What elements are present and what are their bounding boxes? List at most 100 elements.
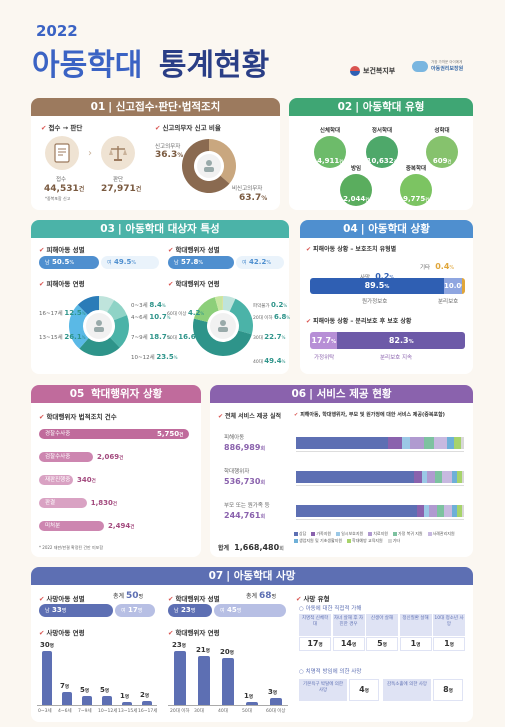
vertical-bar xyxy=(122,702,132,705)
header-title: 아동학대 통계현황 xyxy=(32,40,269,84)
service-segment xyxy=(388,437,402,449)
donut-slice xyxy=(193,297,219,323)
legal-action-value: 340건 xyxy=(77,476,96,484)
abuse-type-value: 10,632건 xyxy=(366,157,398,165)
bar-value-label: 23명 xyxy=(172,641,186,649)
ab-sex-sub: ✔ 학대행위자 성별 xyxy=(168,595,220,603)
vertical-bar xyxy=(42,651,52,705)
death-type-sub: ✔ 사망 유형 xyxy=(296,595,330,603)
person-body-icon xyxy=(218,327,228,332)
abuse-type-item: 방임 2,044건 xyxy=(333,164,379,206)
vertical-bar xyxy=(174,651,186,705)
bar-value-label: 2명 xyxy=(140,691,150,700)
legal-action-value: 2,494건 xyxy=(108,522,135,530)
legend-item: 상담 xyxy=(294,531,306,537)
check-icon: ✔ xyxy=(306,318,312,325)
child-female-pill: 여 49.5% xyxy=(101,256,159,269)
title-right: 통계현황 xyxy=(158,48,270,83)
bar-value-label: 1명 xyxy=(120,692,130,700)
abuse-type-item: 신체학대 4,911건 xyxy=(307,126,353,168)
abuse-type-value: 4,911건 xyxy=(317,157,343,165)
service-segment xyxy=(462,471,465,483)
abuser-age-label: 30대 22.7% xyxy=(253,333,286,341)
taegeuk-icon xyxy=(350,66,360,76)
person-body-icon xyxy=(94,327,104,332)
legend-item: 치료지원 xyxy=(368,531,388,537)
abuse-type-item: 정서학대 10,632건 xyxy=(359,126,405,168)
service-segment xyxy=(457,505,463,517)
section-number: 01 xyxy=(90,101,106,113)
child-male-pill: 남 50.5% xyxy=(39,256,99,269)
protection-stack-bar: 89.5% 10.0% xyxy=(310,278,465,294)
child-age-label: 0~3세 8.4% xyxy=(131,301,166,309)
legend-swatch xyxy=(294,539,298,543)
org-name-1: 보건복지부 xyxy=(363,67,396,75)
service-segment xyxy=(423,437,434,449)
section-number: 07 xyxy=(208,570,224,582)
service-segment xyxy=(442,471,453,483)
person-icon xyxy=(206,160,212,166)
legal-action-bar: 판결 xyxy=(39,498,87,508)
bar-category-label: 60대 이상 xyxy=(266,709,286,714)
service-axis xyxy=(296,485,464,486)
s05-sub: ✔ 학대행위자 법적조치 건수 xyxy=(39,413,117,421)
person-icon xyxy=(220,320,226,326)
s01-sub1: ✔ 접수 → 판단 xyxy=(41,124,83,132)
section-07-title: 07 | 아동학대 사망 xyxy=(31,567,473,585)
scale-judgment-icon xyxy=(101,136,135,170)
vertical-bar xyxy=(270,697,282,705)
child-age-label: 4~6세 10.7% xyxy=(131,313,171,321)
legend-swatch xyxy=(427,532,432,536)
donut-slice xyxy=(68,304,89,349)
donut-slice xyxy=(99,296,115,313)
service-row-value: 886,989회 xyxy=(224,443,266,452)
abuser-age-label: 파악불가 0.2% xyxy=(253,301,288,309)
section-06: 06 | 서비스 제공 현황 ✔ 전체 서비스 제공 실적 ✔ 피해아동, 학대행위자… xyxy=(210,385,473,557)
bar-category-label: 7~9세 xyxy=(78,709,92,714)
judge-value: 27,971건 xyxy=(101,184,142,194)
abuse-type-circle: 9,775건 xyxy=(400,174,432,206)
judge-label: 판단 xyxy=(113,177,124,183)
legend-swatch xyxy=(336,532,341,536)
section-05-title: 05 학대행위자 상황 xyxy=(31,385,201,403)
donut-slice xyxy=(223,296,236,312)
child-age-donut-chart xyxy=(68,296,129,356)
abuse-type-value: 9,775건 xyxy=(403,195,429,203)
service-stack-bar xyxy=(296,437,464,449)
s06-sub1: ✔ 전체 서비스 제공 실적 xyxy=(218,413,281,420)
service-segment xyxy=(462,505,465,517)
donut-slice xyxy=(193,318,252,356)
abuser-sex-sub: ✔ 학대행위자 성별 xyxy=(168,246,220,254)
check-icon: ✔ xyxy=(168,629,174,637)
bar-value-label: 5명 xyxy=(100,686,110,694)
abuse-type-circle: 10,632건 xyxy=(366,136,398,168)
s04-sub1: ✔ 피해아동 상황 – 보호조치 유형별 xyxy=(306,246,397,253)
intake-label: 접수 xyxy=(56,177,67,183)
service-segment xyxy=(452,471,458,483)
service-stack-bar xyxy=(296,471,465,483)
section-title-text: 아동학대 유형 xyxy=(362,101,425,113)
abuser-age-donut-chart xyxy=(193,296,253,356)
legend-item: 가정 복귀 지원 xyxy=(392,531,423,537)
child-age-label: 16~17세 12.5% xyxy=(39,309,86,317)
abuse-type-item: 중복학대 9,775건 xyxy=(393,164,439,206)
ab-sex-total: 총계 68명 xyxy=(246,591,277,601)
bar-value-label: 20명 xyxy=(220,648,234,657)
legend-swatch xyxy=(347,539,352,543)
bar-value-label: 7명 xyxy=(60,682,70,691)
vertical-bar xyxy=(102,696,112,705)
vertical-bar xyxy=(142,701,152,705)
service-segment xyxy=(427,471,436,483)
original-home-segment: 89.5% xyxy=(310,278,444,294)
check-icon: ✔ xyxy=(306,246,312,253)
death-type-value: 17명 xyxy=(299,637,331,651)
relative-label: 가정위탁 xyxy=(314,355,335,361)
section-number: 05 xyxy=(69,388,85,400)
org-logo-1: 보건복지부 xyxy=(350,66,395,76)
service-segment xyxy=(416,505,424,517)
section-01-title: 01 | 신고접수·판단·법적조치 xyxy=(31,98,280,116)
donut-slice xyxy=(209,139,236,184)
section-title-text: 신고접수·판단·법적조치 xyxy=(115,101,221,113)
death-age-sub: ✔ 사망아동 연령 xyxy=(39,629,85,637)
service-segment xyxy=(447,437,454,449)
